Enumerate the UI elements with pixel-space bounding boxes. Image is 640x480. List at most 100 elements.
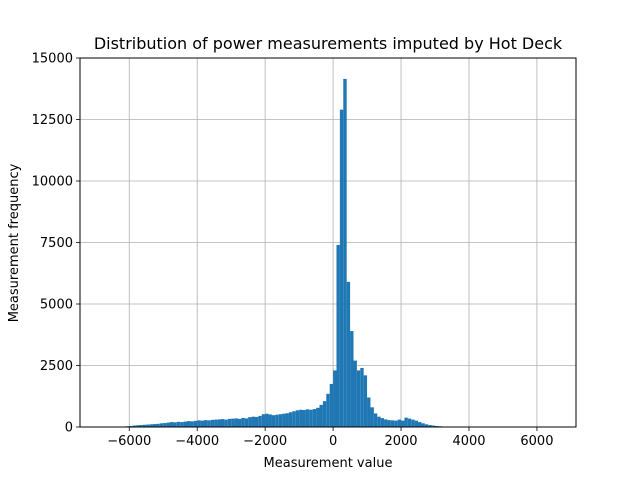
histogram-bar — [244, 418, 249, 427]
histogram-bar — [377, 416, 381, 427]
histogram-bar — [227, 418, 232, 427]
x-tick-label: 0 — [329, 434, 337, 449]
histogram-bar — [302, 410, 306, 427]
chart-title: Distribution of power measurements imput… — [94, 34, 563, 53]
histogram-bar — [187, 421, 191, 427]
histogram-bar — [176, 421, 181, 427]
y-axis-ticks: 0 2500 5000 7500 10000 12500 15000 — [32, 52, 80, 436]
histogram-bar — [431, 425, 436, 427]
histogram-bar — [237, 418, 242, 427]
histogram-bar — [258, 415, 262, 427]
histogram-bar — [197, 420, 201, 427]
histogram-bar — [418, 422, 422, 427]
histogram-bar — [424, 424, 429, 427]
histogram-bar — [326, 393, 330, 427]
histogram-bar — [210, 419, 215, 427]
histogram-bar — [207, 420, 211, 427]
histogram-bar — [224, 419, 228, 427]
histogram-bar — [346, 281, 351, 427]
histogram-bar — [390, 420, 395, 427]
histogram-bar — [275, 414, 279, 427]
histogram-bar — [217, 419, 221, 427]
histogram-bar — [254, 416, 259, 427]
histogram-bar — [159, 423, 164, 427]
histogram-bar — [404, 417, 408, 427]
x-tick-label: −2000 — [243, 434, 287, 449]
histogram-bar — [268, 414, 272, 427]
histogram-bar — [428, 425, 432, 427]
histogram-bar — [411, 419, 415, 427]
y-tick-label: 7500 — [40, 236, 73, 251]
histogram-bar — [204, 420, 208, 427]
histogram-bar — [173, 422, 177, 427]
histogram-bar — [180, 422, 184, 427]
histogram-bar — [370, 407, 374, 427]
y-axis-label: Measurement frequency — [7, 163, 22, 322]
histogram-bar — [316, 407, 320, 427]
histogram-bar — [394, 420, 398, 427]
y-tick-label: 10000 — [32, 175, 73, 190]
histogram-bar — [329, 383, 334, 427]
histogram-bar — [139, 425, 143, 427]
histogram-bar — [401, 420, 405, 427]
histogram-bar — [271, 415, 276, 427]
y-tick-label: 0 — [65, 421, 73, 436]
histogram-bar — [142, 424, 147, 427]
histogram-bar — [248, 417, 252, 427]
histogram-bar — [214, 419, 218, 427]
histogram-bar — [231, 418, 235, 427]
x-tick-label: 4000 — [452, 434, 485, 449]
histogram-bar — [333, 370, 337, 427]
histogram-bar — [360, 367, 364, 427]
histogram-bar — [265, 413, 269, 427]
y-tick-label: 15000 — [32, 52, 73, 67]
histogram-bar — [220, 419, 225, 427]
histogram-bar — [373, 413, 378, 427]
histogram-bar — [336, 244, 340, 427]
histogram-bar — [241, 417, 245, 427]
histogram-bar — [353, 360, 357, 427]
y-tick-label: 2500 — [40, 359, 73, 374]
histogram-bar — [285, 413, 289, 427]
x-tick-label: 6000 — [520, 434, 553, 449]
histogram-bar — [234, 418, 238, 427]
histogram-bar — [421, 423, 425, 427]
histogram-bar — [363, 375, 368, 427]
y-tick-label: 5000 — [40, 298, 73, 313]
histogram-bar — [397, 419, 402, 427]
x-tick-label: −4000 — [175, 434, 219, 449]
histogram-bar — [339, 109, 344, 427]
histogram-bar — [309, 409, 313, 427]
histogram-bar — [322, 401, 327, 427]
histogram-bar — [170, 422, 174, 427]
histogram-bar — [261, 414, 266, 427]
x-axis-ticks: −6000 −4000 −2000 0 2000 4000 6000 — [107, 427, 553, 449]
histogram-bar — [414, 420, 419, 427]
histogram-bar — [288, 412, 293, 427]
histogram-bar — [312, 409, 317, 427]
histogram-bar — [343, 78, 347, 427]
histogram-bar — [149, 424, 154, 427]
histogram-bar — [292, 411, 296, 427]
histogram-bar — [319, 404, 323, 427]
histogram-bar — [193, 420, 198, 427]
histogram-bar — [384, 419, 388, 427]
histogram-bar — [282, 413, 286, 427]
histogram-bars — [115, 78, 476, 427]
histogram-bar — [305, 409, 310, 427]
histogram-bar — [407, 418, 412, 427]
histogram-bar — [190, 421, 194, 427]
x-tick-label: −6000 — [107, 434, 151, 449]
histogram-bar — [380, 418, 385, 427]
x-tick-label: 2000 — [384, 434, 417, 449]
histogram-bar — [278, 414, 283, 427]
histogram-bar — [146, 424, 150, 427]
histogram-bar — [356, 370, 361, 427]
histogram-bar — [166, 422, 171, 427]
histogram-bar — [156, 423, 160, 427]
x-axis-label: Measurement value — [264, 456, 393, 471]
histogram-bar — [136, 425, 140, 427]
y-tick-label: 12500 — [32, 113, 73, 128]
histogram-bar — [251, 416, 255, 427]
histogram-bar — [295, 410, 300, 427]
